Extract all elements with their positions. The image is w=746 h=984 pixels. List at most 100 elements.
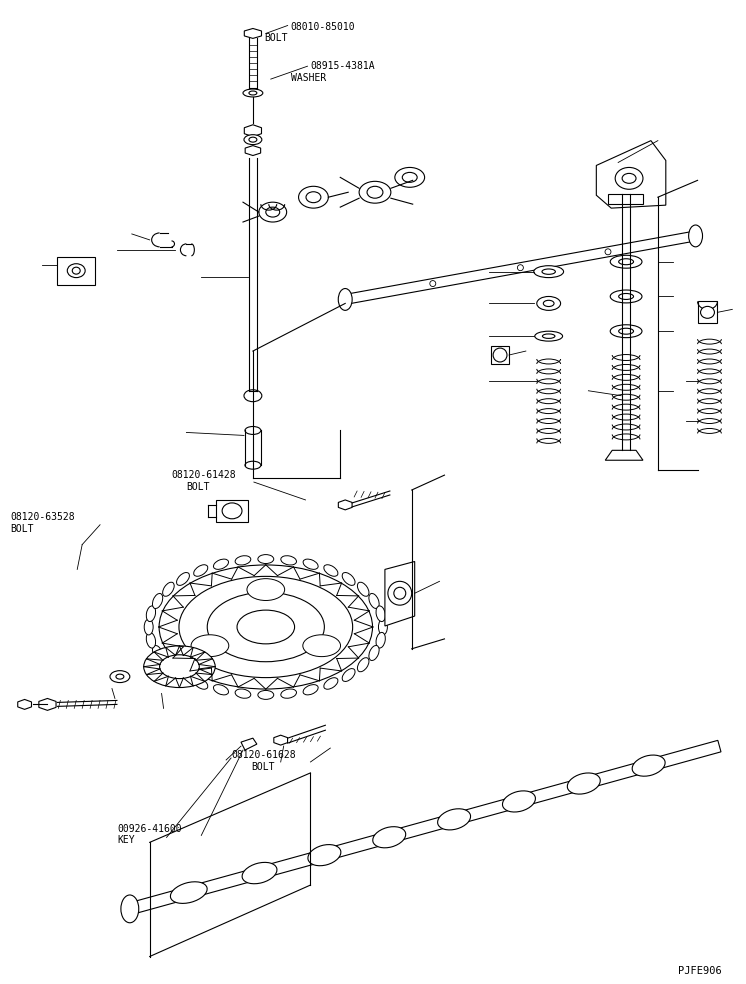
Ellipse shape (376, 606, 386, 622)
Ellipse shape (342, 573, 355, 585)
Ellipse shape (245, 461, 261, 469)
Text: 08010-85010: 08010-85010 (291, 22, 355, 31)
Text: BOLT: BOLT (251, 762, 275, 772)
Ellipse shape (567, 773, 601, 794)
Ellipse shape (493, 348, 507, 362)
Text: 08915-4381A: 08915-4381A (310, 61, 375, 71)
Ellipse shape (243, 89, 263, 97)
Ellipse shape (249, 137, 257, 142)
Polygon shape (274, 735, 287, 745)
Ellipse shape (324, 678, 338, 689)
Ellipse shape (378, 619, 387, 635)
Polygon shape (241, 738, 257, 750)
Polygon shape (244, 29, 262, 38)
Ellipse shape (258, 691, 274, 700)
Polygon shape (244, 125, 262, 137)
Polygon shape (608, 194, 643, 204)
Ellipse shape (159, 565, 372, 689)
Ellipse shape (689, 225, 703, 247)
Ellipse shape (152, 646, 163, 660)
Ellipse shape (179, 577, 353, 678)
Ellipse shape (144, 619, 153, 635)
Text: 08120-63528: 08120-63528 (10, 512, 75, 522)
Ellipse shape (610, 255, 642, 269)
Circle shape (430, 280, 436, 286)
Ellipse shape (367, 186, 383, 198)
Bar (698, 301, 718, 324)
Ellipse shape (110, 671, 130, 683)
Polygon shape (605, 451, 643, 461)
Ellipse shape (237, 610, 295, 644)
Ellipse shape (357, 657, 369, 672)
Ellipse shape (622, 173, 636, 183)
Ellipse shape (259, 202, 286, 222)
Text: BOLT: BOLT (264, 33, 287, 43)
Ellipse shape (152, 593, 163, 608)
Ellipse shape (160, 654, 199, 679)
Ellipse shape (306, 192, 321, 203)
Ellipse shape (402, 172, 417, 182)
Ellipse shape (213, 685, 228, 695)
Ellipse shape (357, 583, 369, 596)
Polygon shape (385, 562, 415, 626)
Ellipse shape (213, 559, 228, 570)
Ellipse shape (303, 559, 318, 570)
Ellipse shape (610, 325, 642, 338)
Ellipse shape (146, 633, 156, 648)
Ellipse shape (373, 827, 406, 848)
Ellipse shape (542, 334, 555, 338)
Ellipse shape (207, 592, 325, 661)
Text: BOLT: BOLT (10, 523, 34, 533)
Ellipse shape (359, 181, 391, 203)
Ellipse shape (618, 293, 633, 299)
Ellipse shape (194, 565, 208, 577)
Ellipse shape (298, 186, 328, 209)
Ellipse shape (177, 668, 189, 682)
Ellipse shape (258, 555, 274, 564)
Ellipse shape (266, 208, 280, 217)
Ellipse shape (438, 809, 471, 830)
Polygon shape (596, 141, 665, 209)
Bar (491, 346, 509, 364)
Ellipse shape (244, 390, 262, 401)
Circle shape (394, 587, 406, 599)
Ellipse shape (395, 167, 424, 187)
Ellipse shape (121, 895, 139, 923)
Ellipse shape (700, 306, 715, 318)
Ellipse shape (342, 668, 355, 682)
Ellipse shape (369, 593, 379, 608)
Ellipse shape (249, 91, 257, 95)
Ellipse shape (543, 300, 554, 307)
Ellipse shape (177, 573, 189, 585)
Ellipse shape (537, 296, 560, 310)
Polygon shape (39, 699, 56, 710)
Ellipse shape (222, 503, 242, 519)
Ellipse shape (247, 579, 285, 600)
Text: 00926-41600: 00926-41600 (117, 824, 181, 833)
Ellipse shape (242, 862, 277, 884)
Text: 08120-61428: 08120-61428 (172, 470, 236, 480)
Ellipse shape (610, 290, 642, 303)
Ellipse shape (376, 633, 386, 648)
Ellipse shape (369, 646, 379, 660)
Text: BOLT: BOLT (186, 482, 210, 492)
Ellipse shape (116, 674, 124, 679)
Ellipse shape (618, 329, 633, 335)
Ellipse shape (163, 583, 174, 596)
Ellipse shape (72, 268, 81, 275)
Polygon shape (18, 700, 31, 709)
Circle shape (605, 249, 611, 255)
Ellipse shape (191, 635, 229, 656)
Ellipse shape (245, 426, 261, 434)
Ellipse shape (308, 844, 341, 866)
Ellipse shape (146, 606, 156, 622)
Circle shape (388, 582, 412, 605)
Polygon shape (345, 231, 697, 304)
Ellipse shape (280, 556, 296, 565)
Ellipse shape (144, 646, 215, 688)
Ellipse shape (503, 791, 536, 812)
Ellipse shape (632, 755, 665, 776)
Ellipse shape (615, 167, 643, 189)
Polygon shape (339, 500, 352, 510)
Ellipse shape (535, 332, 562, 341)
